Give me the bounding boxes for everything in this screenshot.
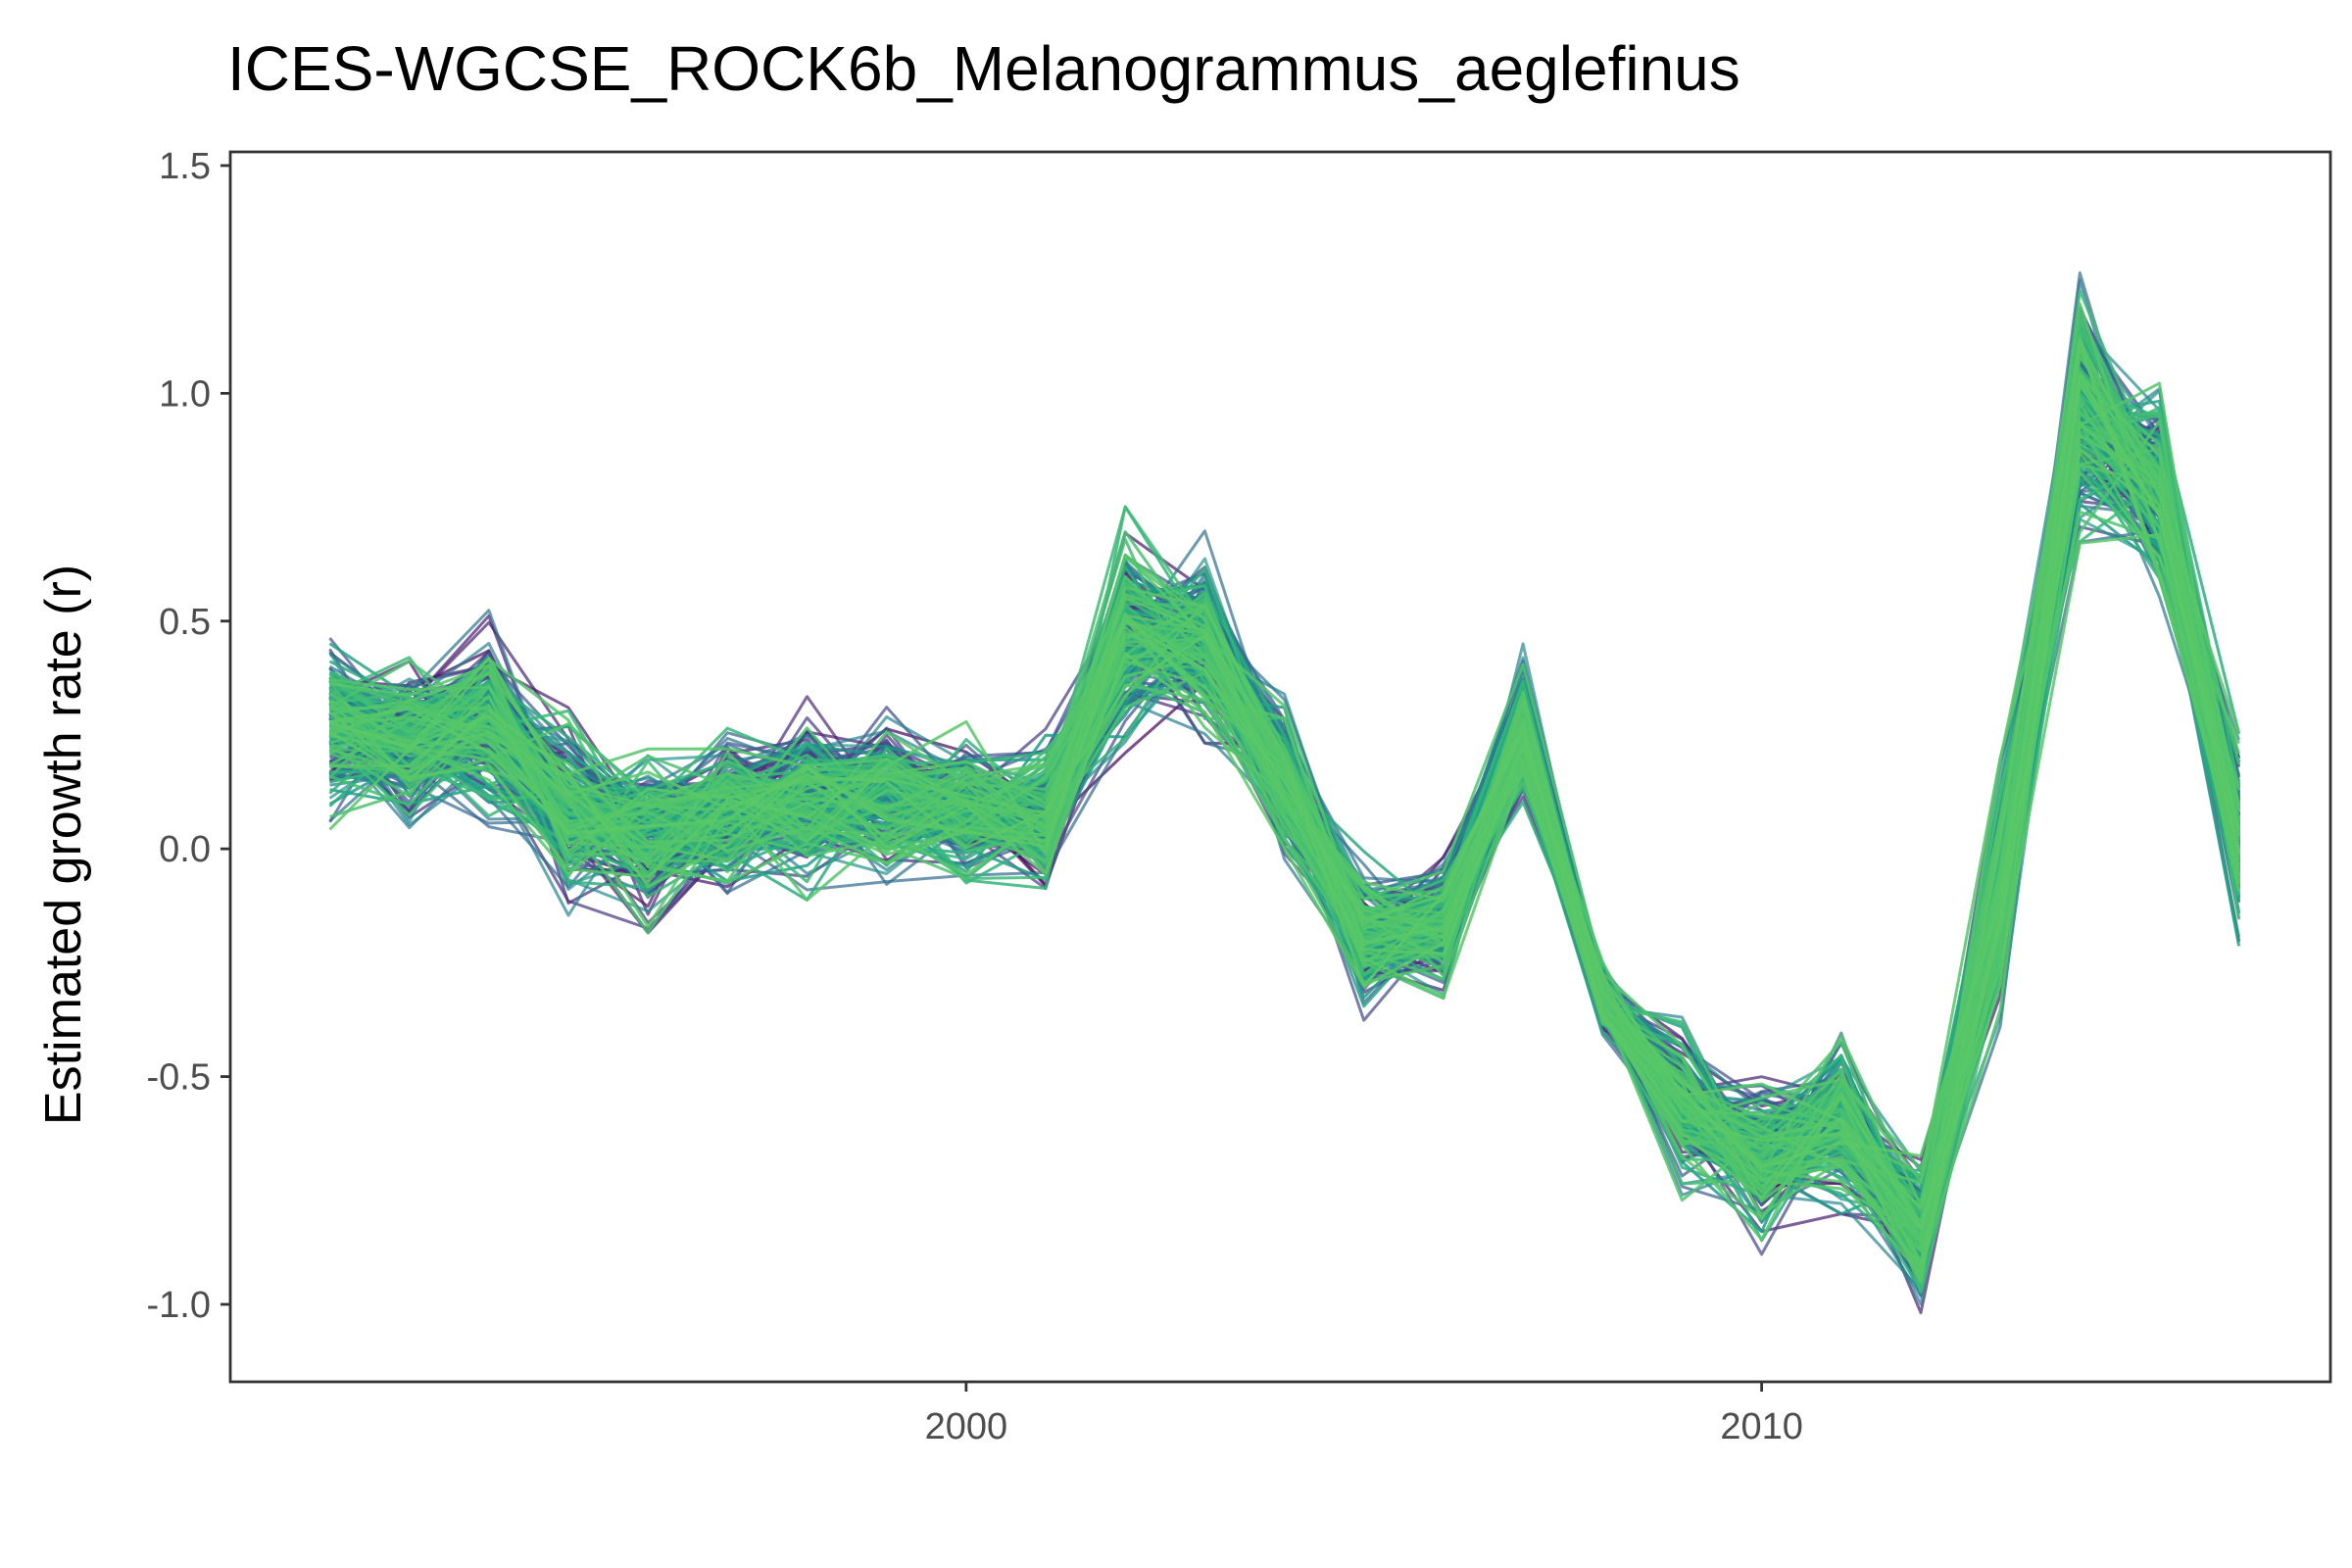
x-tick-label: 2000 xyxy=(925,1406,1008,1447)
ensemble-series-line xyxy=(329,420,2241,1253)
plot-panel-border xyxy=(228,150,2332,1384)
x-tick-label: 2010 xyxy=(1720,1406,1803,1447)
ensemble-series-line xyxy=(328,448,2241,1231)
y-axis-title: Estimated growth rate (r) xyxy=(35,564,92,1125)
y-tick-label: 0.0 xyxy=(159,829,211,870)
y-tick-label: -1.0 xyxy=(147,1285,211,1326)
x-axis: 2000 2010 xyxy=(925,1382,1803,1447)
y-axis: -1.0 -0.5 0.0 0.5 1.0 1.5 xyxy=(147,146,230,1326)
ensemble-series-line xyxy=(328,342,2241,1268)
y-tick-label: 0.5 xyxy=(159,602,211,643)
y-tick-label: 1.0 xyxy=(159,373,211,415)
ensemble-series-line xyxy=(329,338,2241,1284)
y-tick-label: -0.5 xyxy=(147,1057,211,1099)
ensemble-series-line xyxy=(329,381,2241,1168)
chart-title: ICES-WGCSE_ROCK6b_Melanogrammus_aeglefin… xyxy=(227,33,1740,104)
y-tick-label: 1.5 xyxy=(159,146,211,187)
lines-layer xyxy=(328,270,2241,1315)
